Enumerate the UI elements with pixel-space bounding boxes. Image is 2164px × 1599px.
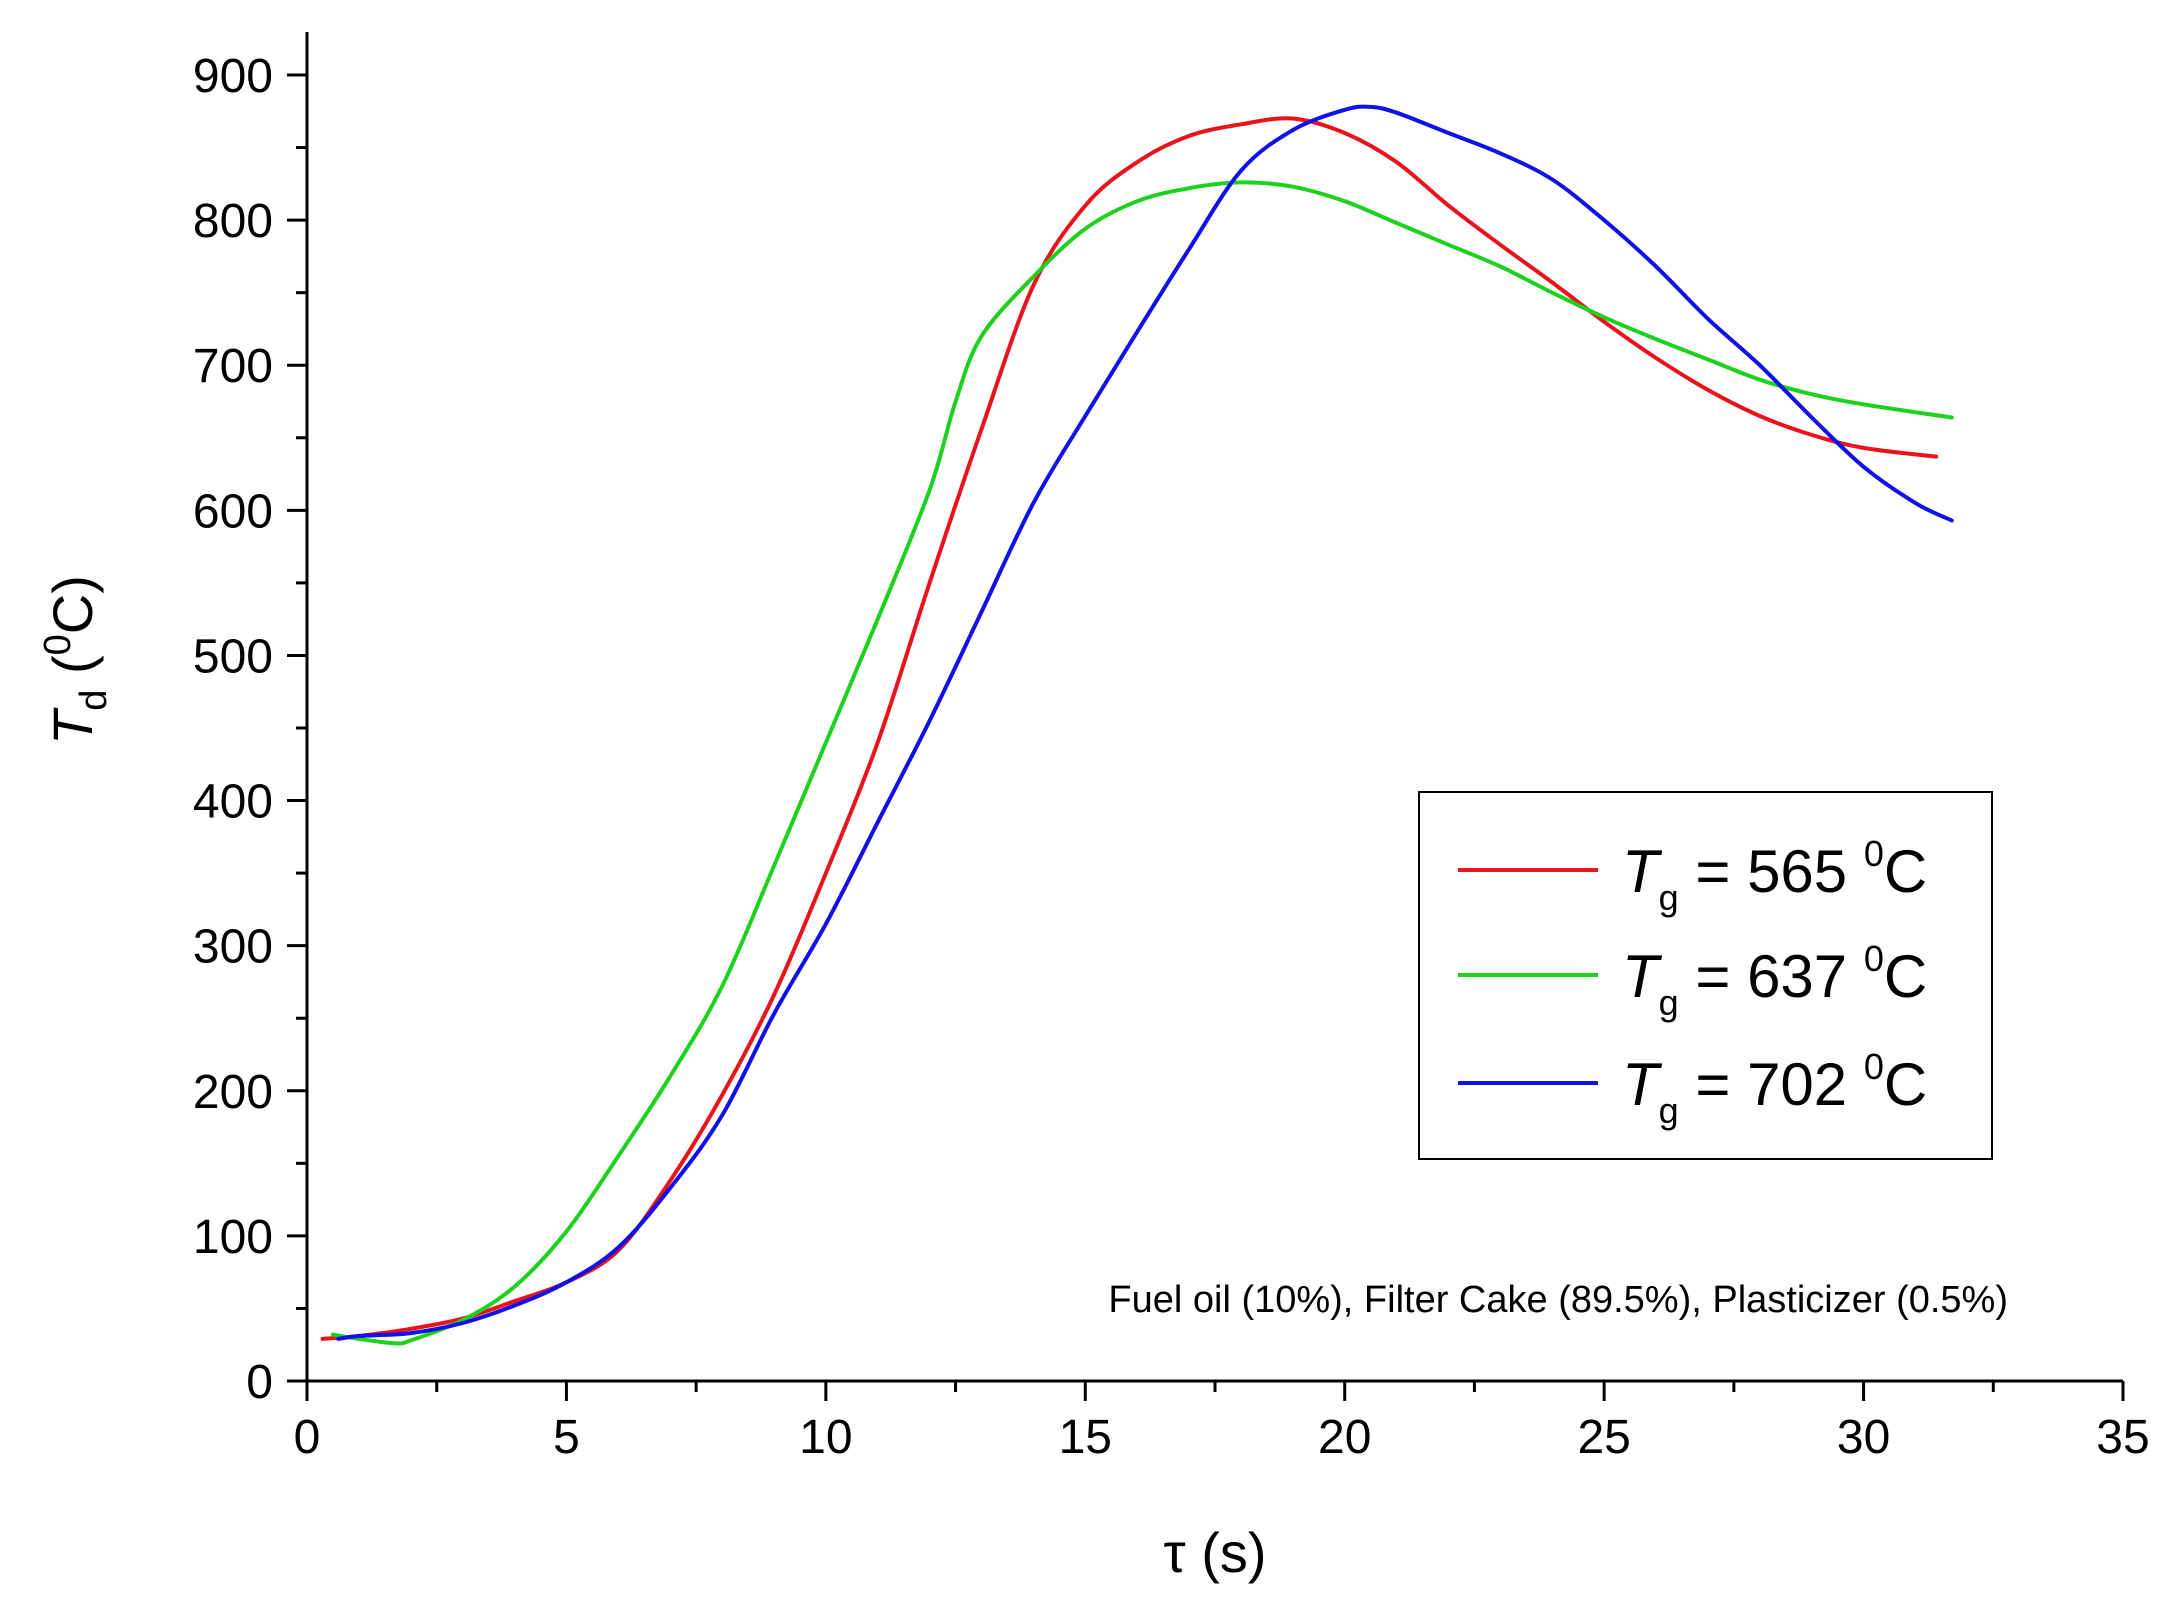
y-axis-title: Td (0C) [37, 575, 115, 745]
series-line-702 [336, 104, 1954, 1341]
series-line-637 [330, 180, 1954, 1346]
x-tick-label: 25 [1577, 1411, 1630, 1464]
x-tick-label: 5 [553, 1411, 580, 1464]
y-tick-label: 600 [193, 485, 273, 538]
chart-annotation: Fuel oil (10%), Filter Cake (89.5%), Pla… [1108, 1279, 2008, 1321]
legend-label-702-superscript: 0 [1864, 1046, 1884, 1087]
y-tick-label: 300 [193, 921, 273, 974]
legend-label-702-value: = 702 [1679, 1051, 1864, 1118]
x-axis-unit: (s) [1201, 1521, 1266, 1584]
legend-label-565-symbol: T [1622, 838, 1663, 905]
y-tick-label: 0 [246, 1356, 273, 1409]
x-axis-symbol: τ [1164, 1521, 1186, 1584]
y-tick-label: 500 [193, 630, 273, 683]
legend-label-565-superscript: 0 [1864, 833, 1884, 874]
x-tick-label: 35 [2096, 1411, 2149, 1464]
x-axis-ticks [305, 1381, 2125, 1401]
y-tick-label: 800 [193, 195, 273, 248]
y-axis-subscript: d [73, 690, 115, 711]
x-tick-label: 0 [294, 1411, 321, 1464]
series-line-565 [320, 116, 1939, 1341]
x-tick-label: 30 [1837, 1411, 1890, 1464]
legend-label-565: Tg = 565 0C [1622, 833, 1927, 918]
y-tick-label: 100 [193, 1211, 273, 1264]
y-tick-label: 200 [193, 1066, 273, 1119]
y-axis-symbol: T [41, 707, 104, 745]
x-axis-title: τ (s) [1164, 1521, 1267, 1584]
legend-label-565-value: = 565 [1679, 838, 1864, 905]
legend-label-637-symbol: T [1622, 943, 1663, 1010]
legend-label-565-unit: C [1884, 838, 1927, 905]
x-tick-label: 20 [1318, 1411, 1371, 1464]
legend-label-702-unit: C [1884, 1051, 1927, 1118]
x-tick-label: 15 [1059, 1411, 1112, 1464]
legend-label-637-superscript: 0 [1864, 938, 1884, 979]
y-tick-label: 400 [193, 776, 273, 829]
y-axis-unit-superscript: 0 [37, 634, 79, 655]
x-axis-tick-labels: 0 5 10 15 20 25 30 35 [294, 1411, 2150, 1464]
y-axis-unit-prefix: ( [41, 655, 104, 674]
legend-label-565-subscript: g [1659, 877, 1679, 918]
y-axis-unit-suffix: C) [41, 575, 104, 634]
legend: Tg = 565 0C Tg = 637 0C Tg = 702 0C [1418, 791, 1993, 1160]
legend-label-702-subscript: g [1659, 1090, 1679, 1131]
legend-label-637-unit: C [1884, 943, 1927, 1010]
y-axis-ticks [287, 73, 307, 1383]
y-tick-label: 900 [193, 50, 273, 103]
legend-label-702-symbol: T [1622, 1051, 1663, 1118]
legend-label-702: Tg = 702 0C [1622, 1046, 1927, 1131]
legend-label-637-value: = 637 [1679, 943, 1864, 1010]
series-layer [320, 104, 1954, 1346]
legend-label-637-subscript: g [1659, 982, 1679, 1023]
x-tick-label: 10 [799, 1411, 852, 1464]
y-axis-tick-labels: 0 100 200 300 400 500 600 700 800 900 [193, 50, 273, 1409]
y-tick-label: 700 [193, 340, 273, 393]
legend-label-637: Tg = 637 0C [1622, 938, 1927, 1023]
